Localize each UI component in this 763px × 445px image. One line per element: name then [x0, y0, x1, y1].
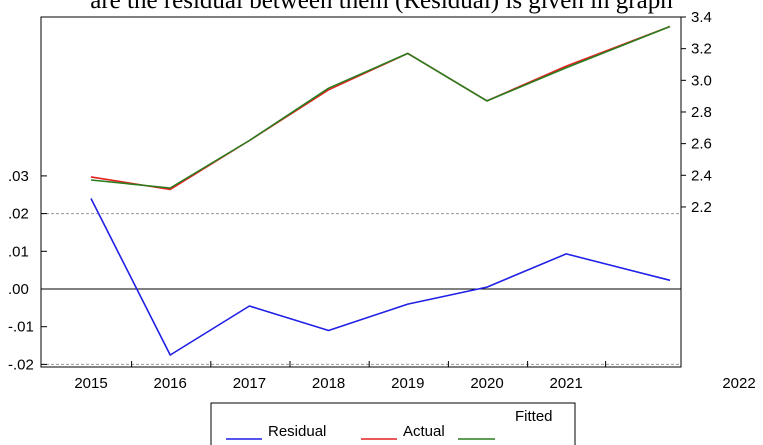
left-tick-label: .02 [8, 206, 29, 223]
reference-lines [41, 213, 681, 365]
series-lines [90, 25, 671, 356]
left-tick-label: .01 [8, 243, 29, 260]
right-axis: 3.4 3.2 3.0 2.8 2.6 2.4 2.2 [681, 9, 712, 216]
right-tick-label: 2.2 [691, 199, 712, 216]
x-tick-label: 2015 [74, 375, 107, 392]
left-tick-label: .03 [8, 168, 29, 185]
x-axis: 2015 2016 2017 2018 2019 2020 2021 2022 [74, 361, 756, 392]
series-line-fitted [90, 25, 671, 189]
left-tick-label: -.01 [8, 319, 34, 336]
left-axis: .03 .02 .01 .00 -.01 -.02 [8, 168, 47, 373]
x-tick-label: 2021 [550, 375, 583, 392]
legend-box [210, 402, 576, 445]
left-tick-label: .00 [8, 281, 29, 298]
right-tick-label: 3.0 [691, 72, 712, 89]
left-tick-label: -.02 [8, 356, 34, 373]
legend-label-actual: Actual [403, 423, 445, 440]
x-tick-label: 2020 [470, 375, 503, 392]
right-tick-label: 2.4 [691, 167, 712, 184]
x-tick-label: 2022 [722, 375, 755, 392]
legend-label-residual: Residual [268, 423, 326, 440]
x-tick-label: 2016 [154, 375, 187, 392]
caption-fragment: are the residual between them (Residual)… [90, 0, 673, 14]
right-tick-label: 3.2 [691, 41, 712, 58]
right-tick-label: 2.6 [691, 136, 712, 153]
x-tick-label: 2018 [312, 375, 345, 392]
x-tick-label: 2017 [233, 375, 266, 392]
series-line-residual [90, 198, 671, 356]
right-tick-label: 3.4 [691, 9, 712, 26]
plot-frame [40, 16, 682, 368]
series-line-actual [90, 25, 671, 191]
right-tick-label: 2.8 [691, 104, 712, 121]
x-tick-label: 2019 [391, 375, 424, 392]
legend-label-fitted: Fitted [515, 408, 553, 425]
legend: Residual Actual Fitted [210, 402, 576, 445]
